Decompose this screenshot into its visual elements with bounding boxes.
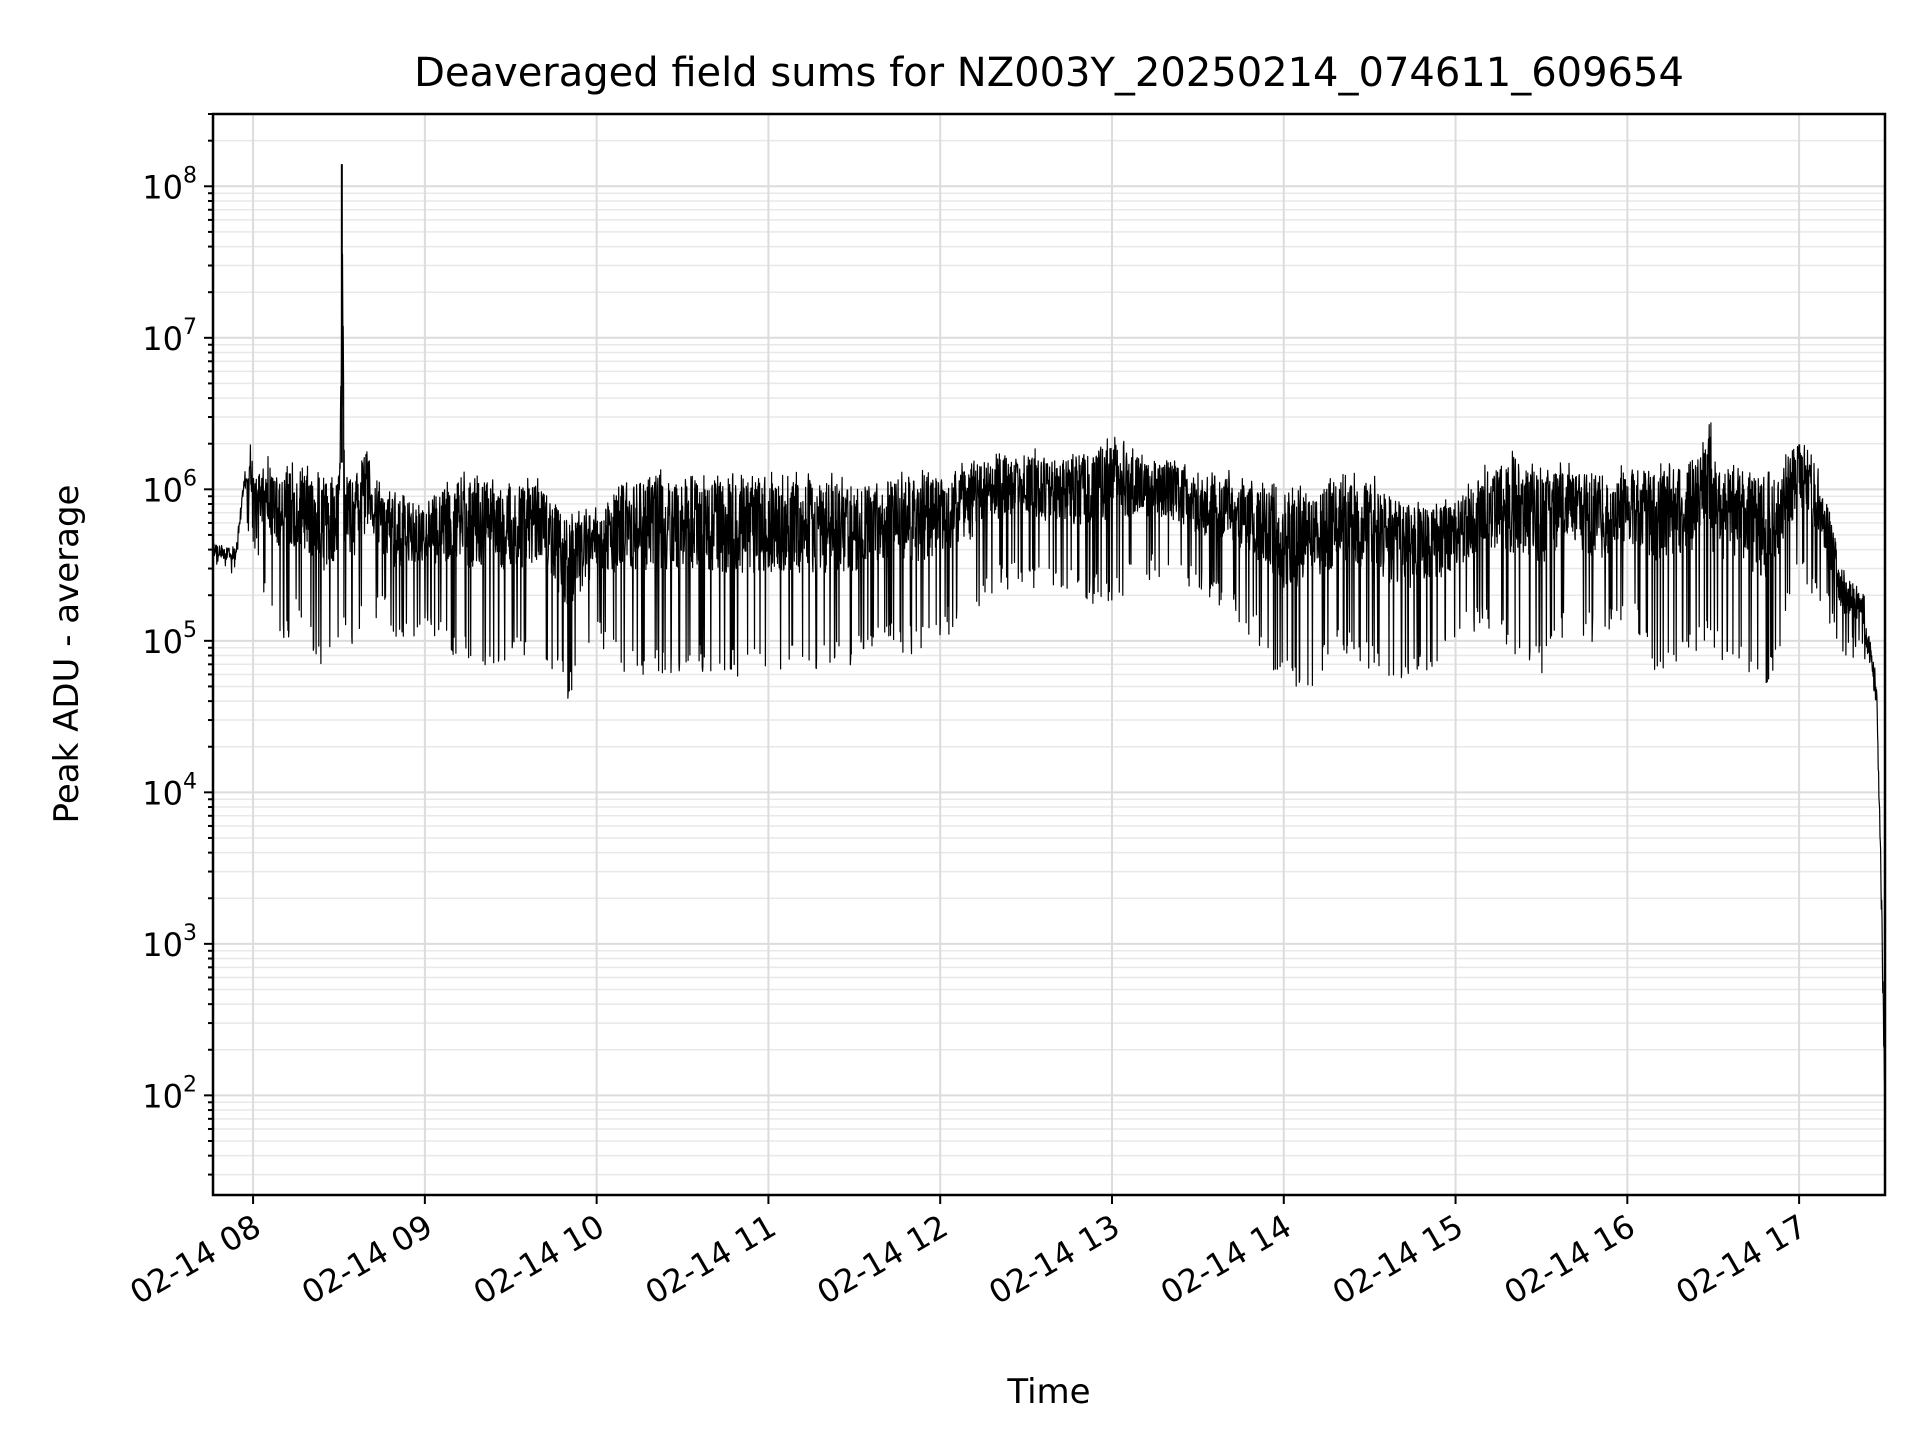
y-tick-label: 102 — [142, 1072, 197, 1115]
y-tick-label-base: 10 — [142, 926, 183, 964]
x-tick-label: 02-14 11 — [639, 1207, 783, 1312]
x-tick-label: 02-14 08 — [123, 1207, 267, 1312]
x-axis-label: Time — [1006, 1372, 1090, 1412]
y-tick-label-exponent: 6 — [183, 466, 197, 491]
x-tick-label: 02-14 13 — [982, 1207, 1126, 1312]
y-tick-label-base: 10 — [142, 623, 183, 661]
y-tick-label-exponent: 5 — [183, 618, 197, 643]
x-tick-label: 02-14 09 — [295, 1207, 439, 1312]
y-tick-label-base: 10 — [142, 168, 183, 206]
x-tick-label: 02-14 15 — [1326, 1207, 1470, 1312]
y-tick-label-base: 10 — [142, 320, 183, 358]
grid-layer — [213, 113, 1885, 1195]
x-tick-label: 02-14 14 — [1154, 1207, 1298, 1312]
y-tick-label-exponent: 4 — [183, 769, 197, 794]
y-tick-label: 106 — [142, 466, 197, 509]
series-line — [212, 253, 1886, 1095]
plot-frame — [211, 112, 1887, 1197]
y-tick-label-base: 10 — [142, 471, 183, 509]
y-tick-label-base: 10 — [142, 1077, 183, 1115]
x-tick-label: 02-14 10 — [467, 1207, 611, 1312]
series-layer — [212, 164, 1886, 1095]
y-tick-label-exponent: 8 — [183, 163, 197, 188]
y-axis-label: Peak ADU - average — [47, 485, 87, 824]
y-tick-label-exponent: 3 — [183, 921, 197, 946]
y-tick-label: 108 — [142, 163, 197, 206]
y-tick-label: 105 — [142, 618, 197, 661]
y-tick-label: 103 — [142, 921, 197, 964]
x-tick-label: 02-14 12 — [811, 1207, 955, 1312]
x-tick-label: 02-14 16 — [1498, 1207, 1642, 1312]
y-tick-label-exponent: 7 — [183, 315, 197, 340]
y-tick-label-base: 10 — [142, 774, 183, 812]
y-tick-label-exponent: 2 — [183, 1072, 197, 1097]
y-tick-label: 107 — [142, 315, 197, 358]
x-axis: 02-14 08 02-14 09 02-14 10 02-14 11 02-14 12… — [123, 1195, 1813, 1312]
y-tick-label: 104 — [142, 769, 197, 812]
x-tick-label: 02-14 17 — [1670, 1207, 1814, 1312]
chart-title: Deaveraged field sums for NZ003Y_2025021… — [414, 50, 1684, 96]
